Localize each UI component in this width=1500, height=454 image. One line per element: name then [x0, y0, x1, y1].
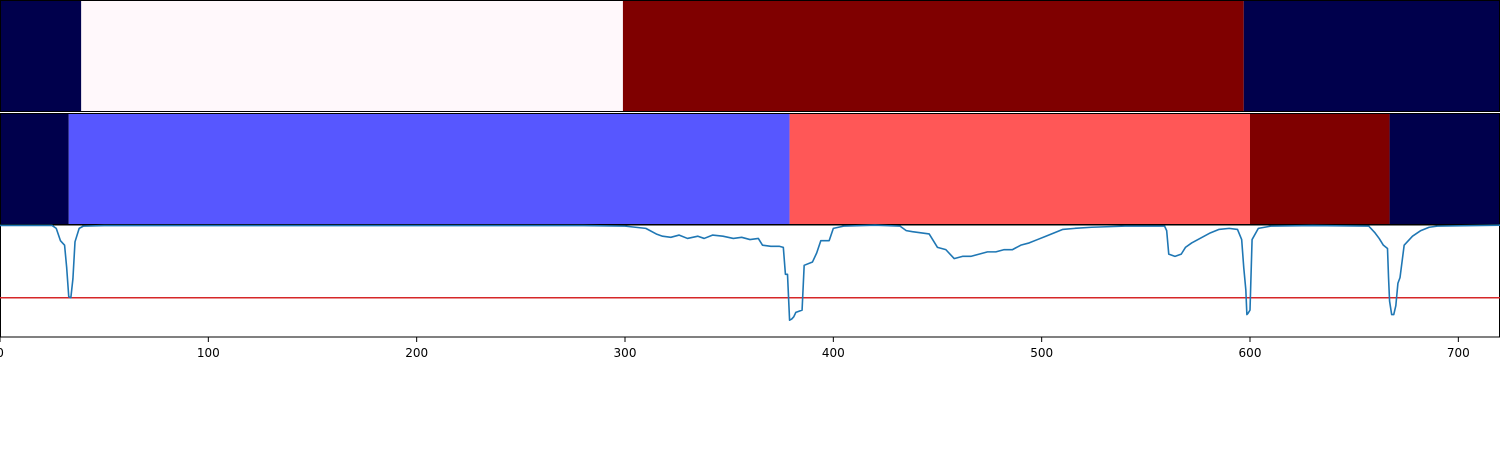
x-axis-ticks: 0 100 200 300 400 500 600 700	[0, 337, 1470, 360]
line-panel-frame	[0, 224, 1500, 338]
segment-0-0	[0, 0, 82, 112]
x-tick-label-1: 100	[197, 346, 220, 360]
segment-track-top	[0, 0, 1500, 112]
segment-0-1	[81, 0, 623, 112]
segment-1-2	[789, 113, 1250, 225]
x-tick-label-2: 200	[405, 346, 428, 360]
segment-1-1	[68, 113, 790, 225]
segment-0-3	[1243, 0, 1500, 112]
x-tick-label-7: 700	[1447, 346, 1470, 360]
segment-1-0	[0, 113, 69, 225]
segment-0-2	[622, 0, 1244, 112]
series-line-0	[0, 224, 1500, 321]
x-tick-label-4: 400	[822, 346, 845, 360]
line-panel	[0, 224, 1500, 338]
segment-1-4	[1389, 113, 1500, 225]
segment-track-bottom	[0, 113, 1500, 225]
segment-1-3	[1250, 113, 1390, 225]
x-tick-label-3: 300	[614, 346, 637, 360]
x-tick-label-5: 500	[1030, 346, 1053, 360]
x-tick-label-0: 0	[0, 346, 4, 360]
x-tick-label-6: 600	[1239, 346, 1262, 360]
